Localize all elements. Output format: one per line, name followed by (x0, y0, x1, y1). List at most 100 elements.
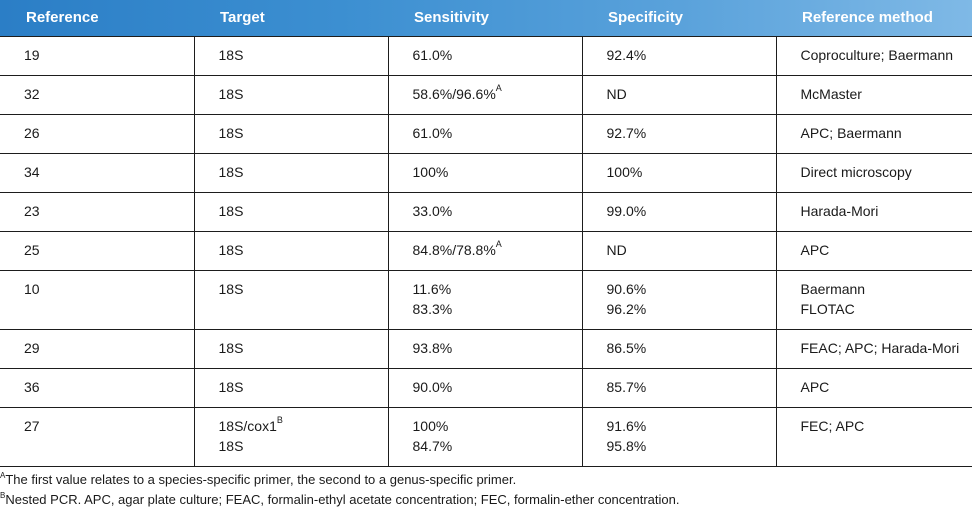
cell-value: Baermann (800, 280, 866, 297)
cell-line: 32 (24, 84, 194, 104)
cell-target: 18S (193, 328, 389, 369)
cell-value: 27 (24, 417, 40, 434)
cell-value: 25 (24, 241, 40, 258)
cell-reference: 32 (0, 74, 195, 115)
cell-line: APC (801, 240, 972, 260)
cell-specificity: 91.6% 95.8% (581, 406, 777, 467)
cell-reference: 29 (0, 328, 195, 369)
cell-value: 18S (218, 378, 244, 395)
cell-value: 84.7% (412, 437, 453, 454)
footnote-ref: B (276, 414, 283, 425)
cell-reference: 27 (0, 406, 195, 467)
cell-line: 18S (219, 45, 388, 65)
cell-value: FLOTAC (800, 300, 855, 317)
cell-line: 83.3% (413, 299, 582, 319)
results-table: Reference Target Sensitivity Specificity… (0, 0, 972, 467)
cell-value: Direct microscopy (800, 163, 912, 180)
cell-line: 25 (24, 240, 194, 260)
table-row: 27 18S/cox1B 18S 100% 84.7% 91.6% 95.8% FEC; AP… (0, 406, 972, 467)
cell-line: Coproculture; Baermann (801, 45, 972, 65)
cell-reference: 26 (0, 113, 195, 154)
cell-line: 18S (219, 84, 388, 104)
header-reference-method: Reference method (802, 9, 933, 27)
cell-sensitivity: 90.0% (387, 367, 583, 408)
cell-line: 10 (24, 279, 194, 299)
cell-line: 61.0% (413, 45, 582, 65)
cell-value: 61.0% (412, 124, 453, 141)
cell-value: 92.7% (606, 124, 647, 141)
cell-value: 23 (24, 202, 40, 219)
cell-value: 58.6%/96.6% (412, 85, 496, 102)
cell-line: FEAC; APC; Harada-Mori (801, 338, 972, 358)
header-sensitivity: Sensitivity (414, 9, 490, 27)
cell-target: 18S (193, 152, 389, 193)
footnote-text: The first value relates to a species-spe… (5, 472, 517, 487)
cell-line: FLOTAC (801, 299, 972, 319)
cell-value: 10 (24, 280, 40, 297)
cell-line: 34 (24, 162, 194, 182)
cell-specificity: ND (581, 74, 777, 115)
cell-line: 11.6% (413, 279, 582, 299)
cell-value: APC; Baermann (800, 124, 902, 141)
footnote-a: AThe first value relates to a species-sp… (0, 470, 679, 490)
cell-line: 18S (219, 436, 388, 456)
cell-line: 61.0% (413, 123, 582, 143)
table-row: 10 18S 11.6% 83.3% 90.6% 96.2% Baermann FLOTAC (0, 269, 972, 330)
cell-value: 18S (218, 124, 244, 141)
cell-specificity: ND (581, 230, 777, 271)
cell-value: 18S (218, 202, 244, 219)
cell-value: 100% (412, 163, 449, 180)
cell-reference-method: Direct microscopy (775, 152, 972, 193)
cell-line: 86.5% (607, 338, 776, 358)
cell-value: 85.7% (606, 378, 647, 395)
cell-value: 95.8% (606, 437, 647, 454)
cell-value: 92.4% (606, 46, 647, 63)
cell-value: 96.2% (606, 300, 647, 317)
cell-sensitivity: 100% 84.7% (387, 406, 583, 467)
cell-target: 18S/cox1B 18S (193, 406, 389, 467)
cell-target: 18S (193, 35, 389, 76)
header-row: Reference Target Sensitivity Specificity… (0, 0, 972, 36)
cell-reference: 23 (0, 191, 195, 232)
cell-reference-method: Harada-Mori (775, 191, 972, 232)
cell-line: 92.4% (607, 45, 776, 65)
cell-specificity: 92.4% (581, 35, 777, 76)
footnotes: AThe first value relates to a species-sp… (0, 470, 679, 510)
cell-line: McMaster (801, 84, 972, 104)
cell-line: Direct microscopy (801, 162, 972, 182)
table-row: 36 18S 90.0% 85.7% APC (0, 367, 972, 408)
cell-line: 27 (24, 416, 194, 436)
cell-line: 29 (24, 338, 194, 358)
footnote-ref: A (495, 238, 502, 249)
cell-line: 36 (24, 377, 194, 397)
cell-line: 84.8%/78.8%A (412, 238, 582, 260)
cell-value: 18S/cox1 (218, 417, 277, 434)
cell-value: 86.5% (606, 339, 647, 356)
cell-value: APC (800, 241, 830, 258)
footnote-ref: A (495, 82, 502, 93)
cell-value: 18S (218, 85, 244, 102)
table-row: 34 18S 100% 100% Direct microscopy (0, 152, 972, 193)
cell-line: ND (607, 240, 776, 260)
cell-value: APC (800, 378, 830, 395)
cell-line: FEC; APC (801, 416, 972, 436)
cell-reference-method: McMaster (775, 74, 972, 115)
cell-line: 58.6%/96.6%A (412, 82, 582, 104)
cell-target: 18S (193, 191, 389, 232)
cell-specificity: 100% (581, 152, 777, 193)
cell-line: 18S (219, 162, 388, 182)
cell-specificity: 86.5% (581, 328, 777, 369)
cell-sensitivity: 33.0% (387, 191, 583, 232)
cell-value: 84.8%/78.8% (412, 241, 496, 258)
cell-value: 18S (218, 46, 244, 63)
header-target: Target (220, 9, 265, 27)
cell-reference: 34 (0, 152, 195, 193)
cell-line: 96.2% (607, 299, 776, 319)
cell-sensitivity: 58.6%/96.6%A (387, 74, 583, 115)
cell-line: APC; Baermann (801, 123, 972, 143)
cell-value: 32 (24, 85, 40, 102)
cell-value: 99.0% (606, 202, 647, 219)
cell-line: 18S/cox1B (218, 414, 388, 436)
cell-reference: 10 (0, 269, 195, 330)
cell-reference-method: APC (775, 230, 972, 271)
